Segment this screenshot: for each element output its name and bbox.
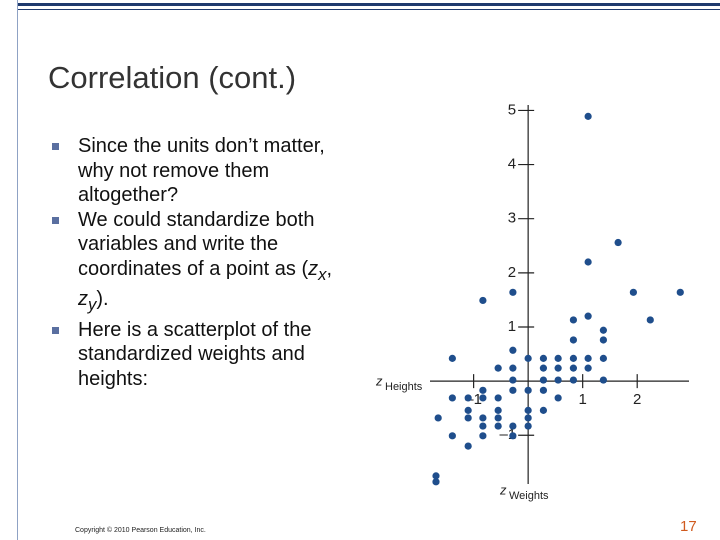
bullet-text: , (326, 257, 333, 280)
point (448, 432, 456, 440)
bullet: Here is a scatterplot of the standardize… (50, 318, 335, 392)
point (434, 414, 442, 422)
point (509, 288, 517, 296)
point (494, 422, 502, 430)
point (554, 376, 562, 384)
frame-line (17, 0, 18, 540)
bullet-text: ). (96, 288, 109, 310)
point (479, 386, 487, 394)
point (479, 296, 487, 305)
point (509, 364, 517, 372)
bullet-text: We could standardize both variables and … (78, 208, 315, 280)
math-subscript: y (88, 295, 97, 314)
x-axis-label: Weights (509, 490, 549, 502)
point (584, 112, 592, 120)
point (569, 376, 578, 384)
point (479, 422, 487, 430)
point (464, 442, 472, 450)
point (524, 406, 532, 414)
point (569, 316, 578, 324)
point (539, 354, 548, 362)
point (599, 336, 607, 344)
frame-line (18, 9, 720, 10)
point (539, 386, 548, 394)
bullet: We could standardize both variables and … (50, 208, 335, 318)
point (479, 394, 487, 402)
point (464, 406, 472, 414)
x-tick-label: 1 (579, 391, 587, 408)
y-tick-label: 2 (508, 264, 516, 281)
point (509, 422, 517, 430)
y-tick-label: 3 (508, 210, 516, 227)
point (584, 258, 592, 266)
point (539, 406, 548, 414)
y-axis-symbol: z (375, 373, 383, 388)
point (599, 326, 607, 334)
point (599, 354, 607, 362)
point (448, 394, 456, 402)
point (584, 354, 592, 362)
point (524, 354, 532, 362)
point (599, 376, 607, 384)
math-symbol: z (308, 257, 319, 280)
x-tick-label: 2 (633, 391, 641, 408)
point (629, 288, 637, 296)
y-tick-label: 1 (508, 318, 516, 335)
point (584, 364, 592, 372)
math-subscript: x (318, 264, 327, 284)
point (569, 364, 578, 372)
point (509, 346, 517, 354)
point (448, 354, 456, 362)
point (676, 288, 684, 296)
point (554, 364, 562, 372)
slide-title: Correlation (cont.) (48, 60, 297, 95)
point (432, 478, 440, 486)
point (432, 472, 440, 480)
y-tick-label: 5 (508, 101, 516, 118)
point (494, 406, 502, 414)
bullet-text: Since the units don’t matter, why not re… (78, 135, 325, 206)
y-axis-label: Heights (385, 381, 423, 393)
point (524, 386, 532, 394)
point (554, 394, 562, 402)
point (539, 364, 548, 372)
point (554, 354, 562, 362)
point (494, 414, 502, 422)
math-symbol: z (78, 288, 88, 310)
bullet-list: Since the units don’t matter, why not re… (50, 134, 335, 391)
bullet: Since the units don’t matter, why not re… (50, 134, 335, 208)
point (569, 336, 578, 344)
point (494, 364, 502, 372)
point (614, 238, 622, 247)
bullet-text: Here is a scatterplot of the standardize… (78, 318, 312, 390)
point (479, 432, 487, 440)
point (524, 422, 532, 430)
frame-line (18, 3, 720, 6)
point (464, 394, 472, 402)
point (569, 354, 578, 362)
y-tick-label: 4 (508, 156, 516, 173)
point (479, 414, 487, 422)
point (509, 386, 517, 394)
point (464, 414, 472, 422)
copyright: Copyright © 2010 Pearson Education, Inc. (75, 527, 206, 534)
point (646, 316, 654, 324)
page-number: 17 (680, 518, 697, 535)
point (584, 312, 592, 320)
point (509, 432, 517, 440)
point (494, 394, 502, 402)
point (539, 376, 548, 384)
point (509, 376, 517, 384)
point (524, 414, 532, 422)
x-axis-symbol: z (499, 482, 507, 497)
